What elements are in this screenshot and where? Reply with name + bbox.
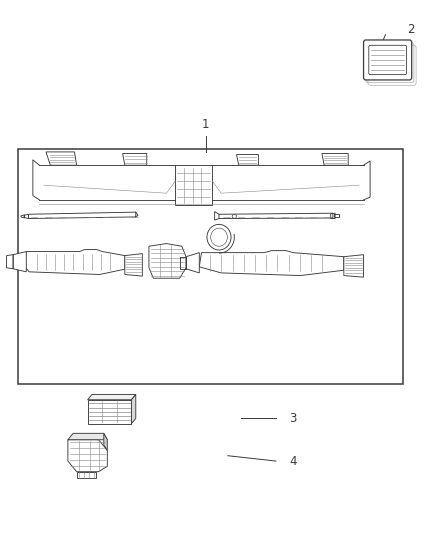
- Polygon shape: [237, 155, 258, 165]
- FancyBboxPatch shape: [364, 40, 412, 80]
- Polygon shape: [88, 394, 136, 400]
- Bar: [18, 149, 403, 384]
- Polygon shape: [104, 433, 107, 450]
- Polygon shape: [68, 433, 107, 440]
- Polygon shape: [344, 255, 364, 277]
- Polygon shape: [199, 251, 344, 276]
- Polygon shape: [88, 400, 131, 424]
- Text: 2: 2: [407, 23, 415, 36]
- Text: 4: 4: [289, 455, 297, 467]
- Polygon shape: [149, 244, 186, 278]
- Polygon shape: [68, 440, 107, 472]
- Polygon shape: [123, 154, 147, 165]
- Ellipse shape: [232, 215, 237, 219]
- Polygon shape: [186, 253, 199, 273]
- Polygon shape: [13, 252, 26, 272]
- Text: 1: 1: [202, 118, 210, 131]
- Polygon shape: [131, 394, 136, 424]
- Ellipse shape: [207, 224, 231, 250]
- Polygon shape: [46, 152, 77, 165]
- Polygon shape: [175, 165, 212, 205]
- Polygon shape: [125, 254, 142, 276]
- Text: 3: 3: [289, 412, 297, 425]
- Polygon shape: [322, 154, 348, 165]
- Polygon shape: [24, 249, 125, 274]
